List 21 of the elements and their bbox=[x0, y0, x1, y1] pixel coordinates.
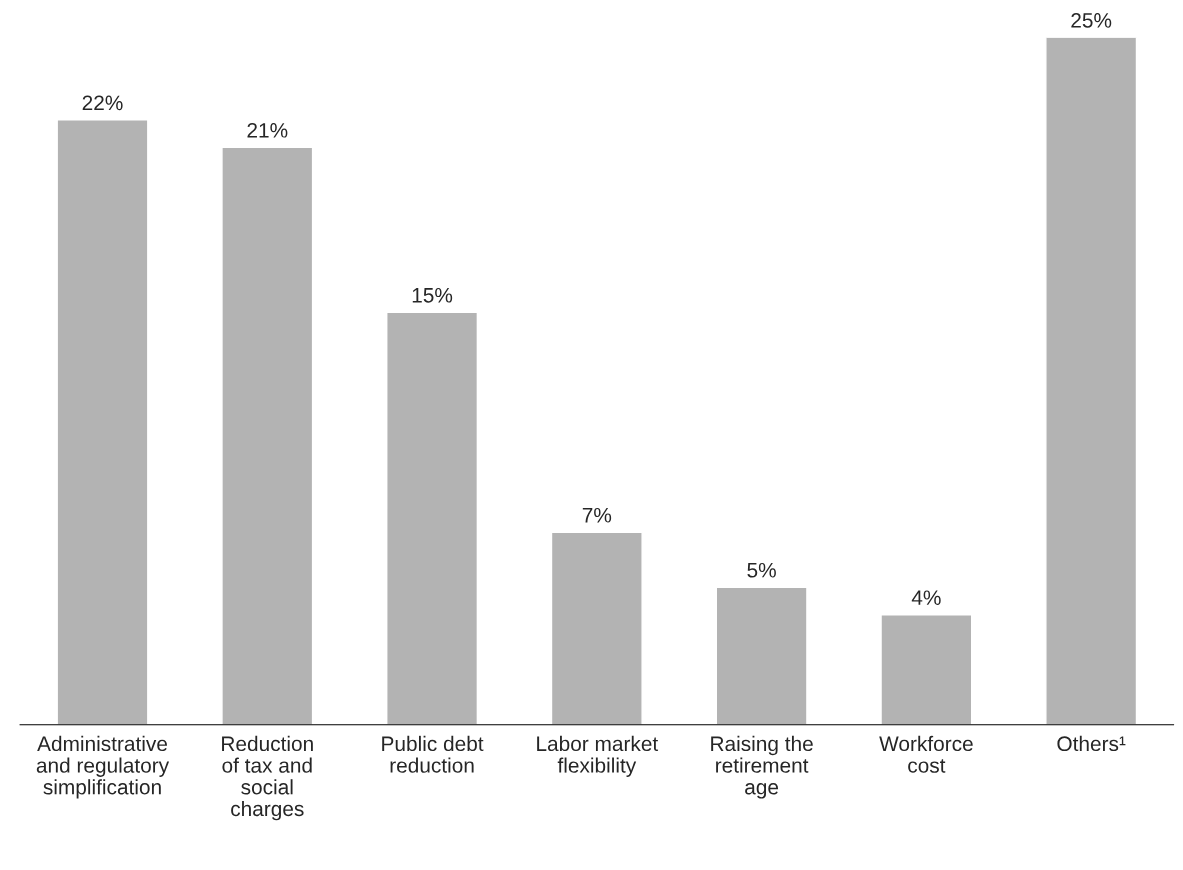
x-tick-label: Administrative and regulatory simplification bbox=[36, 735, 170, 799]
x-tick-label: Public debt reduction bbox=[382, 735, 484, 773]
bar bbox=[715, 586, 808, 725]
data-label: 22% bbox=[82, 95, 123, 111]
bar bbox=[56, 119, 149, 725]
data-label: 15% bbox=[412, 288, 453, 303]
bar bbox=[880, 614, 973, 725]
x-tick-label: Labor market flexibility bbox=[537, 735, 659, 777]
x-tick-label: Reduction of tax and social charges bbox=[222, 735, 313, 821]
data-label: 7% bbox=[582, 507, 612, 523]
bar bbox=[386, 311, 479, 725]
x-tick-label: Raising the retirement age bbox=[711, 735, 813, 799]
data-label: 4% bbox=[911, 590, 941, 605]
data-label: 5% bbox=[747, 562, 776, 578]
bar bbox=[550, 531, 643, 725]
x-tick-label: Workforce cost bbox=[879, 735, 973, 773]
data-label: 21% bbox=[247, 122, 288, 138]
x-tick-label: Others¹ bbox=[1057, 735, 1126, 752]
bar bbox=[1045, 37, 1138, 725]
data-label: 25% bbox=[1071, 12, 1112, 28]
bar bbox=[221, 146, 314, 725]
